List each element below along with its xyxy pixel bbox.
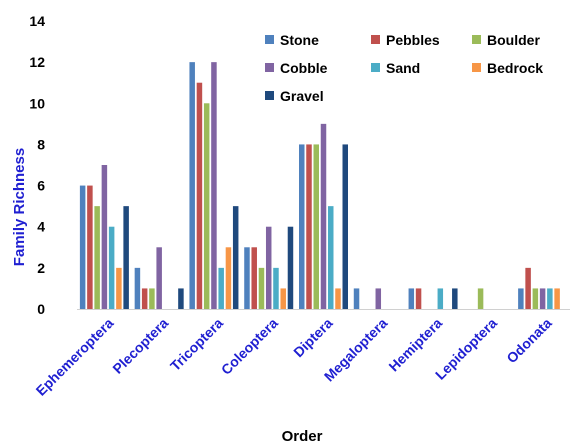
x-axis: EphemeropteraPlecopteraTricopteraColeopt… — [33, 309, 570, 399]
legend-swatch — [265, 91, 274, 100]
bar — [101, 165, 108, 309]
bar — [313, 144, 319, 309]
legend-label: Boulder — [487, 32, 540, 48]
bar — [258, 267, 265, 309]
legend: Stone Pebbles Boulder Cobble Sand Bedrock Grav… — [265, 32, 543, 104]
legend-label: Stone — [280, 32, 319, 48]
bar — [415, 288, 422, 309]
bar — [532, 288, 539, 309]
bar — [265, 226, 272, 309]
x-tick-label: Odonata — [503, 315, 555, 367]
bar — [280, 288, 286, 309]
bar — [123, 206, 129, 309]
bar — [94, 206, 100, 309]
bar — [437, 288, 444, 309]
bar — [408, 288, 415, 309]
bar — [375, 288, 382, 309]
bar — [116, 267, 122, 309]
x-tick-label: Diptera — [290, 315, 336, 361]
bar — [189, 62, 195, 309]
x-tick-label: Tricoptera — [167, 315, 226, 374]
bar — [156, 247, 162, 309]
bars — [79, 62, 560, 310]
x-tick-label: Hemiptera — [385, 315, 445, 375]
bar — [353, 288, 360, 309]
legend-label: Cobble — [280, 60, 328, 76]
legend-label: Sand — [386, 60, 420, 76]
bar — [306, 144, 312, 309]
bar — [225, 247, 232, 309]
legend-swatch — [472, 63, 481, 72]
bar — [149, 288, 155, 309]
legend-swatch — [265, 63, 274, 72]
bar — [178, 288, 184, 309]
legend-swatch — [472, 35, 481, 44]
y-axis-title: Family Richness — [11, 148, 28, 266]
y-tick-label: 6 — [37, 178, 45, 194]
legend-swatch — [265, 35, 274, 44]
bar — [141, 288, 148, 309]
y-tick-label: 8 — [37, 136, 45, 152]
legend-label: Gravel — [280, 88, 324, 104]
bar — [299, 144, 305, 309]
bar — [244, 247, 250, 309]
y-tick-label: 12 — [29, 54, 45, 70]
bar — [87, 185, 93, 309]
bar — [203, 103, 210, 309]
bar — [328, 206, 334, 309]
bar — [554, 288, 560, 309]
bar — [518, 288, 524, 309]
y-tick-label: 2 — [37, 260, 45, 276]
bar — [79, 185, 86, 309]
legend-label: Bedrock — [487, 60, 543, 76]
bar — [525, 267, 531, 309]
y-tick-label: 4 — [37, 219, 45, 235]
legend-swatch — [371, 35, 380, 44]
bar — [218, 267, 224, 309]
bar — [342, 144, 348, 309]
bar — [273, 267, 279, 309]
y-tick-label: 0 — [37, 301, 45, 317]
x-tick-label: Plecoptera — [109, 315, 171, 377]
bar — [335, 288, 341, 309]
bar — [108, 226, 115, 309]
y-axis: 0 2 4 6 8 10 12 14 — [29, 13, 45, 317]
x-axis-title: Order — [282, 428, 323, 445]
bar — [251, 247, 257, 309]
x-tick-label: Ephemeroptera — [33, 315, 117, 399]
legend-swatch — [371, 63, 380, 72]
bar — [547, 288, 553, 309]
bar — [320, 123, 327, 309]
bar — [539, 288, 546, 309]
y-tick-label: 10 — [29, 95, 45, 111]
bar — [196, 82, 203, 310]
bar — [134, 267, 141, 309]
bar — [287, 226, 294, 309]
bar — [232, 206, 239, 309]
x-tick-label: Coleoptera — [218, 315, 281, 378]
legend-label: Pebbles — [386, 32, 440, 48]
bar — [211, 62, 217, 309]
bar — [452, 288, 458, 309]
y-tick-label: 14 — [29, 13, 45, 29]
bar — [477, 288, 484, 309]
